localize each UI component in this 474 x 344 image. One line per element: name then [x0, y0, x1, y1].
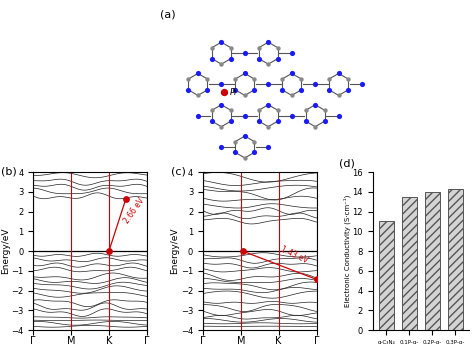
Point: [241, 93, 248, 98]
Point: [218, 61, 225, 67]
Point: [311, 124, 319, 129]
Point: [218, 124, 225, 129]
Point: [297, 76, 305, 82]
Point: [255, 107, 263, 113]
Point: [250, 87, 258, 93]
Point: [288, 71, 295, 76]
Point: [344, 87, 352, 93]
Point: [335, 113, 342, 118]
Point: [321, 107, 328, 113]
Point: [250, 150, 258, 155]
Point: [325, 76, 333, 82]
Point: [221, 89, 228, 95]
Point: [105, 248, 113, 254]
Point: [344, 76, 352, 82]
Point: [185, 76, 192, 82]
Point: [185, 87, 192, 93]
Text: 1.43 eV: 1.43 eV: [279, 245, 309, 265]
Point: [313, 277, 320, 282]
Point: [264, 40, 272, 45]
Bar: [402, 197, 417, 330]
Text: (a): (a): [160, 9, 176, 19]
Bar: [379, 222, 394, 330]
Point: [194, 71, 202, 76]
Point: [255, 56, 263, 61]
Text: 2.66 eV: 2.66 eV: [122, 196, 146, 225]
Point: [297, 87, 305, 93]
Bar: [448, 189, 463, 330]
Point: [288, 113, 295, 118]
Text: (c): (c): [171, 167, 186, 177]
Y-axis label: Electronic Conductivity (S·cm⁻¹): Electronic Conductivity (S·cm⁻¹): [344, 195, 351, 307]
Y-axis label: Energy/eV: Energy/eV: [171, 228, 180, 275]
Point: [278, 76, 286, 82]
Point: [264, 102, 272, 108]
Point: [241, 71, 248, 76]
Point: [208, 118, 216, 124]
Point: [227, 56, 235, 61]
Point: [231, 150, 239, 155]
Point: [274, 45, 282, 51]
Point: [311, 102, 319, 108]
Point: [218, 40, 225, 45]
Point: [227, 118, 235, 124]
Point: [227, 107, 235, 113]
Point: [218, 82, 225, 87]
Point: [288, 93, 295, 98]
Point: [239, 248, 246, 254]
Point: [241, 155, 248, 161]
Point: [250, 139, 258, 144]
Point: [250, 76, 258, 82]
Point: [302, 118, 310, 124]
Point: [255, 45, 263, 51]
Point: [264, 124, 272, 129]
Point: [241, 133, 248, 139]
Point: [122, 196, 130, 201]
Point: [231, 76, 239, 82]
Point: [274, 56, 282, 61]
Point: [208, 56, 216, 61]
Point: [335, 71, 342, 76]
Point: [194, 93, 202, 98]
Point: [274, 118, 282, 124]
Bar: [425, 192, 440, 330]
Point: [218, 102, 225, 108]
Point: [227, 45, 235, 51]
Point: [208, 107, 216, 113]
Point: [241, 51, 248, 56]
Point: [325, 87, 333, 93]
Point: [302, 107, 310, 113]
Text: Pi: Pi: [230, 88, 237, 97]
Point: [194, 113, 202, 118]
Point: [311, 82, 319, 87]
Point: [278, 87, 286, 93]
Point: [274, 107, 282, 113]
Point: [255, 118, 263, 124]
Point: [208, 45, 216, 51]
Point: [218, 144, 225, 150]
Point: [358, 82, 366, 87]
Point: [321, 118, 328, 124]
Point: [204, 87, 211, 93]
Point: [264, 82, 272, 87]
Y-axis label: Energy/eV: Energy/eV: [0, 228, 9, 275]
Text: (d): (d): [339, 159, 355, 169]
Point: [264, 61, 272, 67]
Text: (b): (b): [1, 167, 17, 177]
Point: [335, 93, 342, 98]
Point: [231, 87, 239, 93]
Point: [241, 113, 248, 118]
Point: [288, 51, 295, 56]
Point: [264, 144, 272, 150]
Point: [204, 76, 211, 82]
Point: [231, 139, 239, 144]
